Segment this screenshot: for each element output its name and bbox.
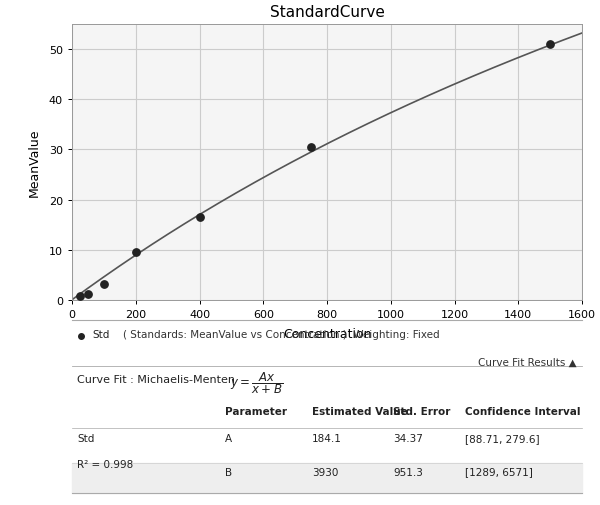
Y-axis label: MeanValue: MeanValue xyxy=(28,128,41,197)
Text: Std: Std xyxy=(92,329,110,339)
Text: 951.3: 951.3 xyxy=(394,467,423,477)
Point xyxy=(131,248,140,257)
Text: A: A xyxy=(225,433,232,443)
Text: ( Standards: MeanValue vs Concentration )  Weighting: Fixed: ( Standards: MeanValue vs Concentration … xyxy=(123,329,440,339)
Text: Confidence Interval: Confidence Interval xyxy=(465,407,580,417)
Text: Parameter: Parameter xyxy=(225,407,287,417)
Text: Std. Error: Std. Error xyxy=(394,407,451,417)
Text: Estimated Value: Estimated Value xyxy=(312,407,407,417)
Bar xyxy=(72,463,582,493)
Text: 184.1: 184.1 xyxy=(312,433,341,443)
Text: 3930: 3930 xyxy=(312,467,338,477)
Text: R² = 0.998: R² = 0.998 xyxy=(77,460,133,470)
Text: $y = \dfrac{Ax}{x + B}$: $y = \dfrac{Ax}{x + B}$ xyxy=(230,370,283,395)
Text: Curve Fit : Michaelis-Menten: Curve Fit : Michaelis-Menten xyxy=(77,375,235,385)
Point xyxy=(83,290,93,298)
Text: Std: Std xyxy=(77,433,94,443)
Point xyxy=(75,292,85,300)
Text: Curve Fit Results ▲: Curve Fit Results ▲ xyxy=(478,357,577,367)
X-axis label: Concentration: Concentration xyxy=(283,327,371,340)
Point xyxy=(545,41,555,49)
Text: [88.71, 279.6]: [88.71, 279.6] xyxy=(465,433,539,443)
Point xyxy=(99,280,109,288)
Text: 34.37: 34.37 xyxy=(394,433,423,443)
Text: [1289, 6571]: [1289, 6571] xyxy=(465,467,533,477)
Text: B: B xyxy=(225,467,232,477)
Point xyxy=(194,214,204,222)
Title: StandardCurve: StandardCurve xyxy=(269,5,385,20)
Point xyxy=(306,143,316,152)
